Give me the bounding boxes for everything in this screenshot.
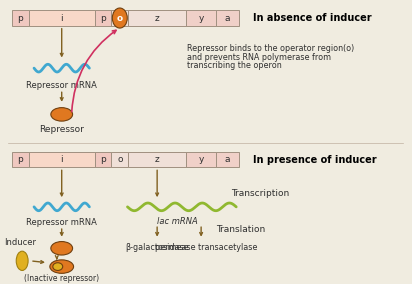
- FancyBboxPatch shape: [216, 10, 239, 26]
- Text: i: i: [61, 155, 63, 164]
- Ellipse shape: [53, 263, 63, 270]
- Text: y: y: [199, 14, 204, 22]
- FancyBboxPatch shape: [128, 10, 186, 26]
- Text: p: p: [17, 155, 23, 164]
- Text: o: o: [117, 14, 123, 22]
- Ellipse shape: [50, 260, 74, 273]
- Text: Inducer: Inducer: [4, 238, 36, 247]
- Text: β-galactosidase: β-galactosidase: [125, 243, 189, 252]
- Text: (Inactive repressor): (Inactive repressor): [24, 274, 99, 283]
- Text: In absence of inducer: In absence of inducer: [253, 13, 372, 23]
- Text: Repressor mRNA: Repressor mRNA: [26, 81, 97, 90]
- FancyBboxPatch shape: [112, 152, 128, 167]
- Ellipse shape: [16, 251, 28, 270]
- Ellipse shape: [51, 242, 73, 255]
- FancyBboxPatch shape: [186, 10, 216, 26]
- Text: In presence of inducer: In presence of inducer: [253, 155, 377, 165]
- Text: z: z: [155, 14, 159, 22]
- Ellipse shape: [51, 108, 73, 121]
- Text: lac mRNA: lac mRNA: [157, 216, 197, 225]
- Text: a: a: [225, 155, 230, 164]
- FancyBboxPatch shape: [216, 152, 239, 167]
- Ellipse shape: [112, 8, 127, 28]
- Text: Translation: Translation: [216, 225, 265, 235]
- FancyBboxPatch shape: [95, 10, 112, 26]
- Text: transcribing the operon: transcribing the operon: [187, 61, 282, 70]
- Text: p: p: [101, 155, 106, 164]
- Text: and prevents RNA polymerase from: and prevents RNA polymerase from: [187, 53, 331, 62]
- Text: a: a: [225, 14, 230, 22]
- FancyBboxPatch shape: [186, 152, 216, 167]
- Text: y: y: [199, 155, 204, 164]
- Text: p: p: [17, 14, 23, 22]
- FancyBboxPatch shape: [12, 10, 28, 26]
- FancyBboxPatch shape: [128, 152, 186, 167]
- Text: Repressor: Repressor: [39, 125, 84, 134]
- Text: o: o: [117, 155, 122, 164]
- FancyBboxPatch shape: [95, 152, 112, 167]
- Text: permease transacetylase: permease transacetylase: [155, 243, 257, 252]
- Text: z: z: [155, 155, 159, 164]
- FancyBboxPatch shape: [28, 152, 95, 167]
- FancyBboxPatch shape: [28, 10, 95, 26]
- Text: p: p: [101, 14, 106, 22]
- FancyBboxPatch shape: [12, 152, 28, 167]
- FancyBboxPatch shape: [112, 10, 128, 26]
- Text: Repressor binds to the operator region(o): Repressor binds to the operator region(o…: [187, 44, 354, 53]
- Text: Transcription: Transcription: [231, 189, 290, 198]
- Text: Repressor mRNA: Repressor mRNA: [26, 218, 97, 227]
- Text: i: i: [61, 14, 63, 22]
